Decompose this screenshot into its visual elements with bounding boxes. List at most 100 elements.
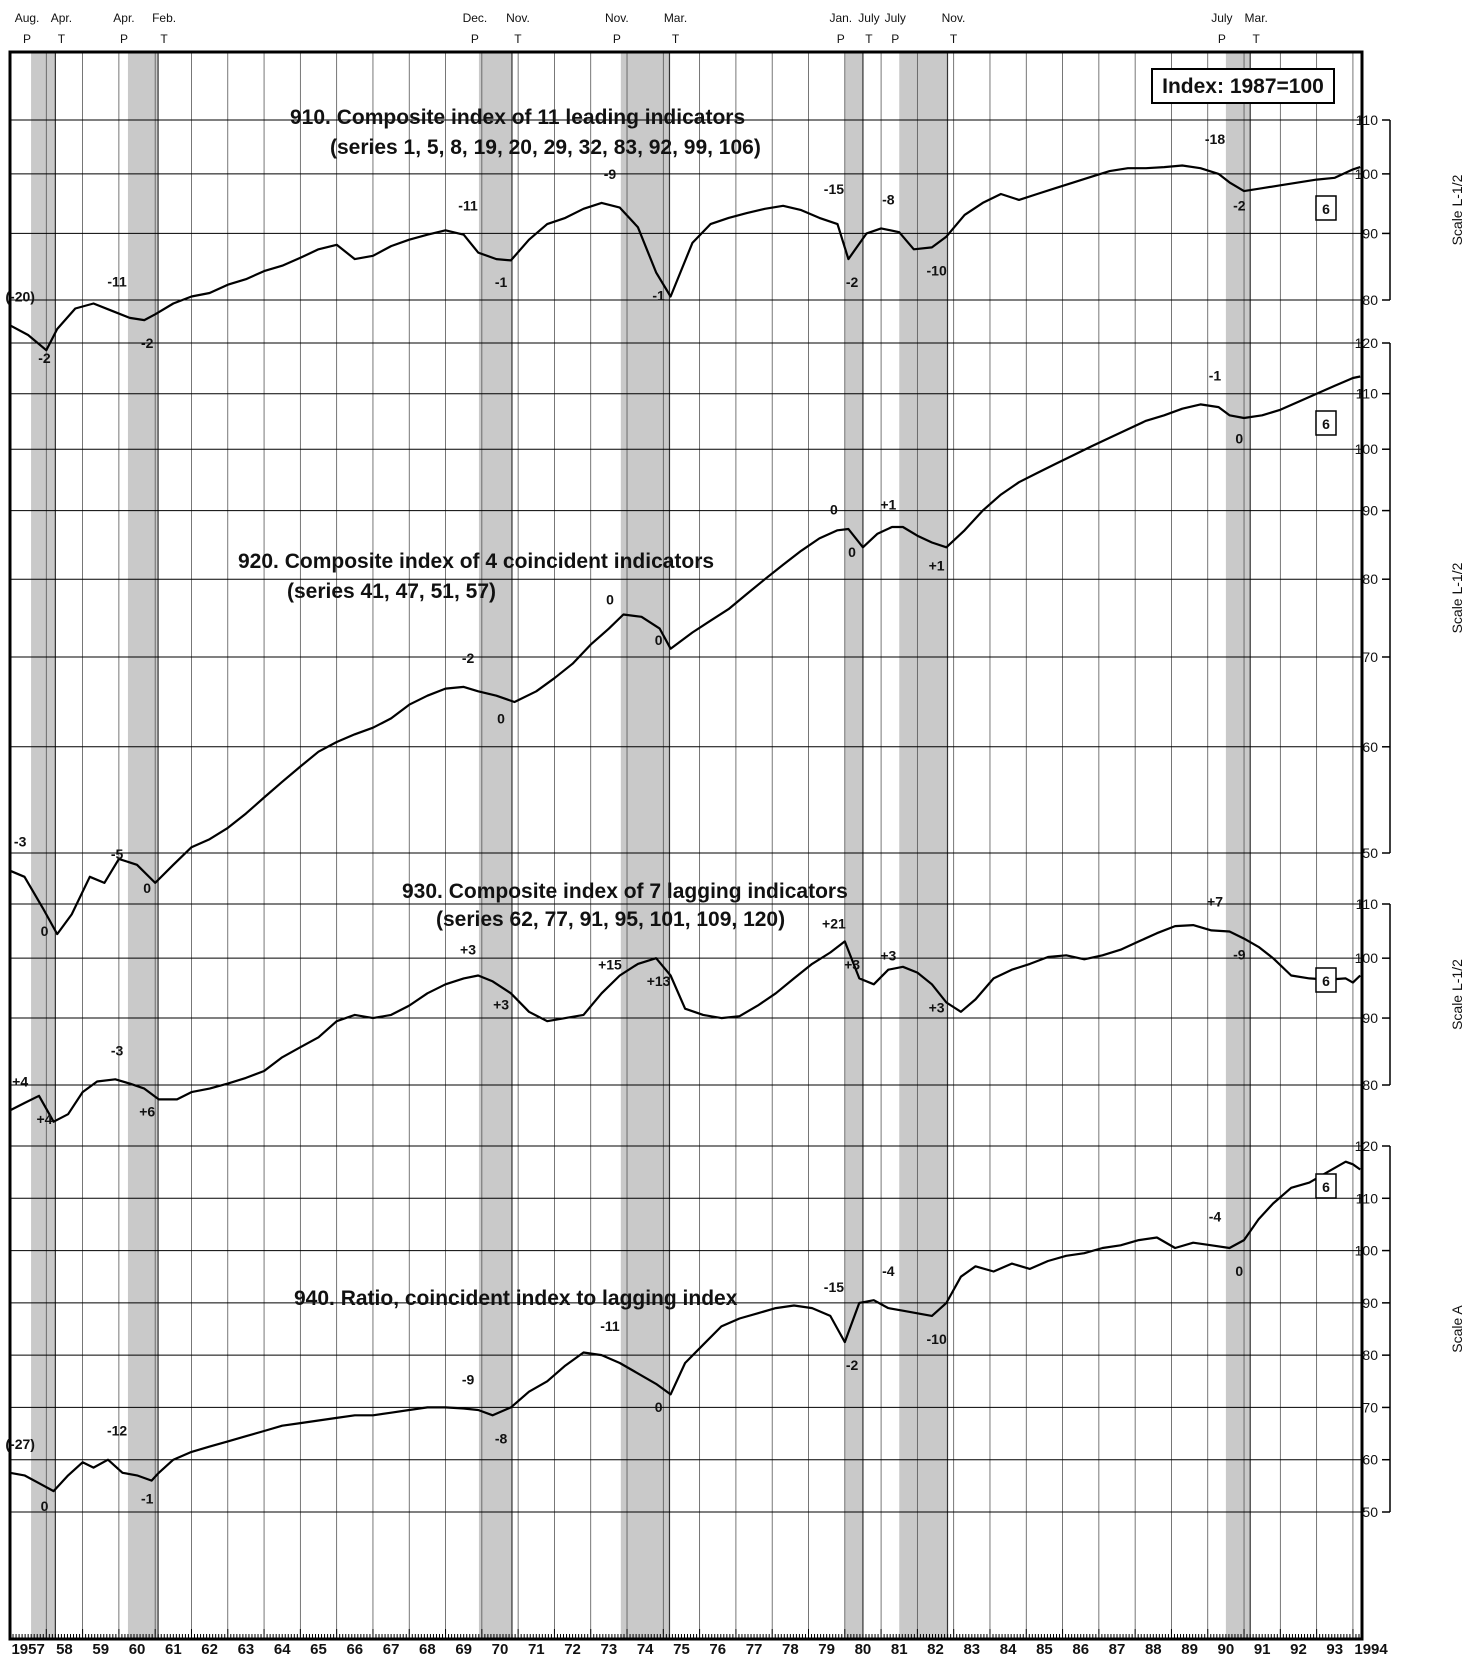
trough-month-label: Feb.	[152, 11, 176, 25]
peak-letter: P	[471, 32, 479, 46]
lead-lag-label: -2	[141, 335, 154, 351]
lead-lag-label: 0	[1235, 430, 1243, 446]
lead-lag-label: +3	[844, 956, 860, 972]
scale-label: Scale L-1/2	[1449, 562, 1465, 633]
trough-month-label: July	[858, 11, 879, 25]
trough-letter: T	[160, 32, 168, 46]
year-label: 88	[1145, 1641, 1162, 1655]
trough-letter: T	[950, 32, 958, 46]
y-tick-label: 90	[1362, 225, 1378, 241]
lead-lag-label: +1	[880, 497, 896, 513]
lead-lag-label: -1	[652, 287, 665, 303]
year-label: 89	[1181, 1641, 1198, 1655]
series-910-subtitle: (series 1, 5, 8, 19, 20, 29, 32, 83, 92,…	[330, 136, 761, 159]
index-legend: Index: 1987=100	[1151, 68, 1335, 104]
lead-lag-label: -18	[1205, 131, 1225, 147]
y-tick-label: 110	[1356, 896, 1379, 912]
value-axes: 80 90 100 110 Scale L-1/2 50 60 70 80 90 100 110 120…	[1355, 112, 1465, 1520]
recession-band	[127, 52, 159, 1639]
lead-lag-label: +13	[647, 973, 671, 989]
peak-month-label: Aug.	[15, 11, 40, 25]
y-tick-label: 100	[1355, 1243, 1379, 1259]
lead-lag-label: -2	[1233, 197, 1246, 213]
trough-letter: T	[1253, 32, 1261, 46]
lead-lag-label: -3	[111, 1042, 124, 1058]
peak-letter: P	[1218, 32, 1226, 46]
lead-lag-label: -8	[495, 1430, 508, 1446]
scale-label: Scale L-1/2	[1449, 959, 1465, 1030]
y-tick-label: 80	[1362, 292, 1378, 308]
series-930-title: 930. Composite index of 7 lagging indica…	[402, 880, 848, 903]
lead-lag-label: -15	[824, 181, 844, 197]
lead-lag-label: -3	[14, 834, 27, 850]
scale-label: Scale A	[1449, 1305, 1465, 1353]
y-tick-label: 70	[1362, 649, 1378, 665]
index-base-label: Index: 1987=100	[1162, 75, 1324, 98]
year-label: 93	[1326, 1641, 1343, 1655]
year-label: 75	[673, 1641, 690, 1655]
trough-letter: T	[865, 32, 873, 46]
lead-lag-label: -11	[458, 198, 478, 214]
y-tick-label: 90	[1362, 1010, 1378, 1026]
year-label: 87	[1109, 1641, 1126, 1655]
lead-lag-label: -11	[600, 1318, 620, 1334]
lead-lag-label: 0	[848, 544, 856, 560]
lead-lag-label: -12	[107, 1423, 127, 1439]
series-930-subtitle: (series 62, 77, 91, 95, 101, 109, 120)	[436, 908, 785, 931]
year-label: 66	[346, 1641, 363, 1655]
lead-lag-label: +3	[460, 941, 476, 957]
peak-letter: P	[23, 32, 31, 46]
panel-badge-box	[1315, 1173, 1337, 1199]
y-tick-label: 50	[1362, 1504, 1378, 1520]
trough-letter: T	[58, 32, 66, 46]
lead-lag-label: -10	[927, 1331, 947, 1347]
plot-frame	[8, 50, 1364, 1641]
peak-month-label: Nov.	[605, 11, 629, 25]
lead-lag-label: -15	[824, 1279, 844, 1295]
year-label: 1994	[1354, 1641, 1388, 1655]
reference-lines	[10, 119, 1362, 1513]
y-tick-label: 80	[1362, 571, 1378, 587]
year-label: 80	[855, 1641, 872, 1655]
recession-shading	[31, 52, 1251, 1639]
recession-band	[899, 52, 948, 1639]
lead-lag-label: +21	[822, 916, 846, 932]
y-tick-label: 50	[1362, 845, 1378, 861]
recession-band	[620, 52, 670, 1639]
year-label: 69	[455, 1641, 472, 1655]
y-tick-label: 100	[1355, 950, 1379, 966]
panel-badge: 6	[1322, 1179, 1330, 1195]
year-label: 62	[201, 1641, 218, 1655]
peak-month-label: Dec.	[463, 11, 488, 25]
lead-lag-label: +3	[929, 999, 945, 1015]
trough-month-label: Nov.	[942, 11, 966, 25]
lead-lag-label: 0	[41, 923, 49, 939]
series-940-title: 940. Ratio, coincident index to lagging …	[294, 1287, 738, 1310]
peak-month-label: July	[885, 11, 906, 25]
trough-month-label: Mar.	[1245, 11, 1268, 25]
year-label: 78	[782, 1641, 799, 1655]
series-920-title: 920. Composite index of 4 coincident ind…	[238, 550, 714, 573]
year-label: 67	[383, 1641, 400, 1655]
year-label: 59	[92, 1641, 109, 1655]
year-label: 84	[1000, 1641, 1017, 1655]
series-line	[9, 924, 1361, 1123]
lead-lag-labels: (-20)-2-11-2-11-1-9-1-15-2-8-10-18-2-30-…	[5, 131, 1245, 1514]
y-tick-label: 110	[1356, 386, 1379, 402]
lead-lag-label: (-27)	[5, 1436, 35, 1452]
lead-lag-label: -10	[927, 262, 947, 278]
lead-lag-label: 0	[143, 880, 151, 896]
year-label: 60	[129, 1641, 146, 1655]
series-line	[9, 164, 1361, 352]
y-tick-label: 90	[1362, 503, 1378, 519]
lead-lag-label: (-20)	[5, 288, 35, 304]
lead-lag-label: -1	[495, 274, 508, 290]
lead-lag-label: +4	[12, 1073, 28, 1089]
y-tick-label: 110	[1356, 112, 1379, 128]
lead-lag-label: -4	[1209, 1208, 1222, 1224]
recession-band	[1225, 52, 1251, 1639]
y-tick-label: 100	[1355, 166, 1379, 182]
lead-lag-label: 0	[41, 1498, 49, 1514]
panel-badges: 6 6 6 6	[1315, 195, 1337, 1199]
